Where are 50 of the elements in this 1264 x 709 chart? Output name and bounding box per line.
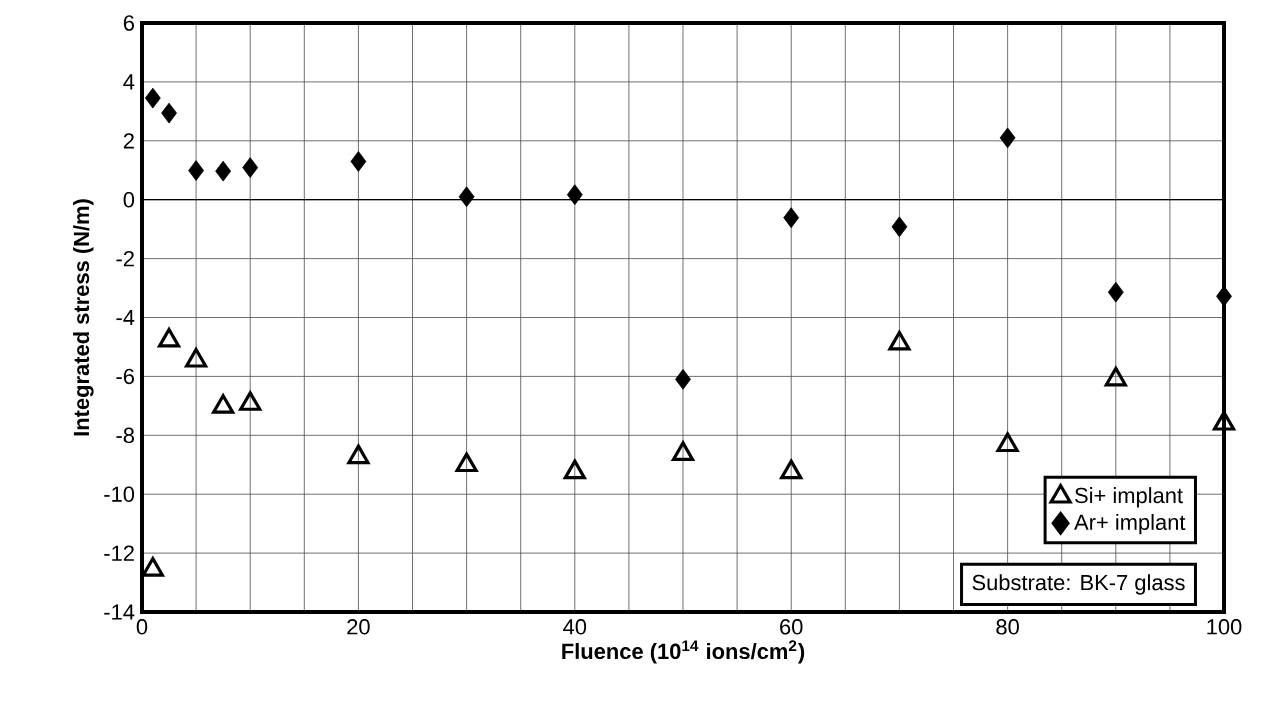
point bbox=[1104, 366, 1127, 387]
y-tick-label: 4 bbox=[123, 74, 135, 90]
y-tick-label: -10 bbox=[104, 486, 135, 502]
x-tick-label: 100 bbox=[1207, 619, 1242, 635]
point bbox=[185, 347, 208, 368]
point bbox=[891, 216, 908, 238]
point bbox=[141, 557, 164, 577]
y-tick-label: 0 bbox=[123, 191, 135, 208]
point bbox=[996, 432, 1019, 453]
point bbox=[242, 157, 259, 178]
point bbox=[1107, 281, 1124, 303]
y-tick-label: -14 bbox=[104, 604, 135, 620]
legend-label: Ar+ implant bbox=[1074, 513, 1186, 535]
point bbox=[144, 87, 161, 109]
y-tick-label: -12 bbox=[104, 545, 134, 561]
point bbox=[161, 102, 177, 124]
point bbox=[347, 444, 370, 465]
point bbox=[675, 368, 691, 390]
point bbox=[157, 327, 181, 348]
point bbox=[888, 330, 911, 351]
point bbox=[783, 207, 800, 229]
point bbox=[566, 184, 583, 206]
legend-label: Si+ implant bbox=[1075, 487, 1183, 508]
point bbox=[215, 160, 232, 182]
point bbox=[780, 459, 803, 480]
y-tick-label: -4 bbox=[116, 309, 135, 326]
point bbox=[455, 452, 478, 473]
point bbox=[671, 441, 695, 461]
y-axis-title: Integrated stress (N/m) bbox=[73, 199, 94, 436]
point bbox=[563, 459, 586, 480]
point bbox=[239, 391, 262, 411]
point bbox=[999, 127, 1016, 149]
x-tick-label: 20 bbox=[347, 619, 370, 635]
point bbox=[458, 186, 475, 208]
annotation: Substrate: BK-7 glass bbox=[972, 574, 1185, 595]
x-tick-label: 40 bbox=[563, 619, 587, 635]
point bbox=[1216, 285, 1232, 307]
point bbox=[212, 394, 235, 414]
y-tick-label: -8 bbox=[116, 427, 134, 444]
point bbox=[350, 151, 367, 172]
y-tick-label: 6 bbox=[123, 15, 134, 31]
x-axis-title: Fluence (10$^{14}$ ions/cm$^{2}$) bbox=[562, 640, 805, 664]
y-tick-label: -6 bbox=[116, 368, 134, 385]
point bbox=[188, 160, 204, 181]
y-tick-label: 2 bbox=[123, 133, 134, 149]
x-tick-label: 0 bbox=[136, 619, 148, 635]
x-tick-label: 80 bbox=[996, 619, 1019, 635]
x-tick-label: 60 bbox=[780, 619, 803, 635]
point bbox=[1212, 410, 1236, 431]
y-tick-label: -2 bbox=[116, 250, 134, 267]
